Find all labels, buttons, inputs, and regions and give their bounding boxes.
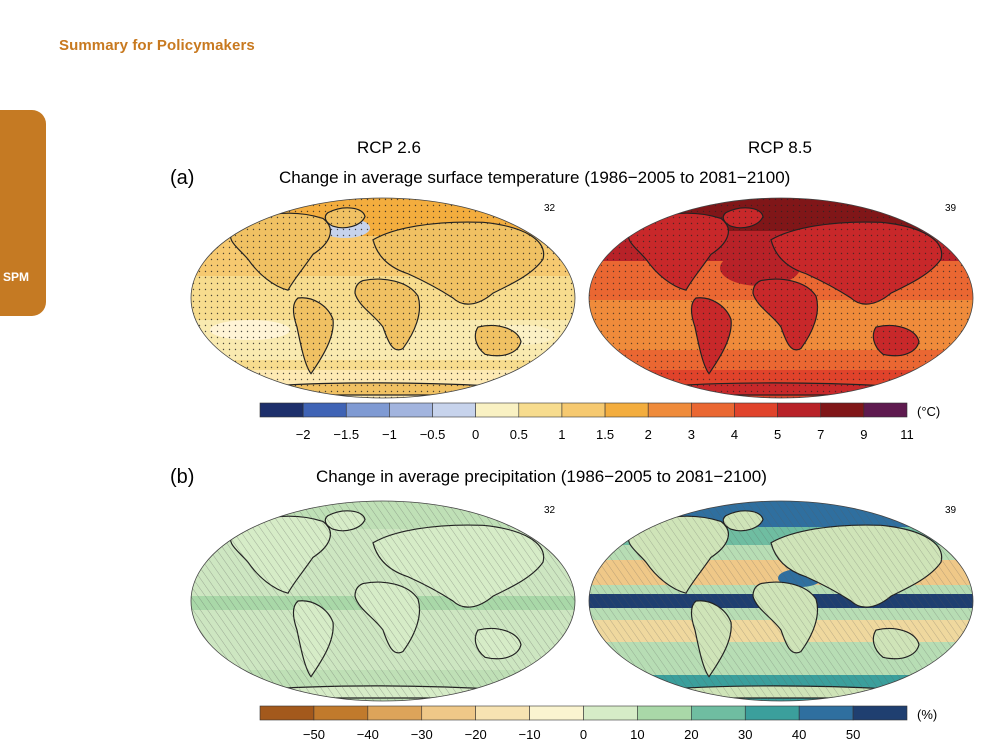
colorbar-temperature — [259, 402, 908, 418]
colorbar-swatch — [863, 402, 908, 418]
colorbar-swatch — [518, 402, 563, 418]
panel-a-rcp85-model-count: 39 — [945, 203, 957, 214]
colorbar-swatch — [744, 705, 800, 721]
colorbar-tick-label: 2 — [644, 427, 652, 442]
colorbar-tick-label: 11 — [900, 427, 914, 442]
colorbar-tick-label: −50 — [302, 727, 325, 742]
colorbar-tick-label: 7 — [817, 427, 825, 442]
colorbar-swatch — [561, 402, 606, 418]
colorbar-tick-label: −10 — [518, 727, 541, 742]
colorbar-tick-label: 0.5 — [509, 427, 528, 442]
colorbar-tick-label: 10 — [630, 727, 645, 742]
colorbar-a-unit: (°C) — [917, 404, 941, 419]
colorbar-swatch — [367, 705, 423, 721]
colorbar-swatch — [852, 705, 908, 721]
colorbar-tick-label: 5 — [773, 427, 782, 442]
colorbar-tick-label: −1.5 — [333, 427, 360, 442]
colorbar-swatch — [777, 402, 822, 418]
panel-a-letter: (a) — [170, 167, 195, 189]
colorbar-swatch — [475, 705, 530, 721]
colorbar-swatch — [302, 402, 347, 418]
column-header-rcp85: RCP 8.5 — [748, 138, 812, 157]
colorbar-tick-label: 1.5 — [596, 427, 615, 442]
colorbar-tick-label: 30 — [738, 727, 753, 742]
colorbar-swatch — [432, 402, 476, 418]
spm-tab-label: SPM — [3, 270, 30, 284]
colorbar-swatch — [820, 402, 865, 418]
colorbar-b-unit: (%) — [917, 707, 938, 722]
colorbar-swatch — [259, 402, 304, 418]
column-header-rcp26: RCP 2.6 — [357, 138, 421, 157]
colorbar-swatch — [259, 705, 315, 721]
colorbar-tick-label: 40 — [791, 727, 807, 742]
panel-a-rcp26-model-count: 32 — [544, 203, 556, 214]
colorbar-swatch — [798, 705, 854, 721]
colorbar-swatch — [604, 402, 649, 418]
colorbar-swatch — [313, 705, 369, 721]
colorbar-tick-label: −0.5 — [419, 427, 446, 442]
colorbar-tick-label: −1 — [381, 427, 397, 442]
colorbar-tick-label: −20 — [464, 727, 487, 742]
colorbar-tick-label: 0 — [472, 427, 480, 442]
panel-b-letter: (b) — [170, 466, 195, 488]
colorbar-swatch — [389, 402, 433, 418]
map-a-rcp85-temperature — [589, 198, 973, 398]
colorbar-tick-label: 50 — [845, 727, 861, 742]
colorbar-tick-label: 0 — [579, 727, 588, 742]
colorbar-tick-label: 1 — [558, 427, 566, 442]
colorbar-tick-label: 9 — [860, 427, 868, 442]
colorbar-tick-label: −2 — [295, 427, 311, 442]
colorbar-swatch — [691, 402, 735, 418]
panel-b-title: Change in average precipitation (1986−20… — [316, 467, 767, 486]
panel-a-title: Change in average surface temperature (1… — [279, 168, 791, 187]
colorbar-tick-label: −30 — [410, 727, 433, 742]
panel-b-rcp26-model-count: 32 — [544, 505, 556, 516]
colorbar-swatch — [734, 402, 778, 418]
colorbar-tick-label: −40 — [356, 727, 379, 742]
panel-b-rcp85-model-count: 39 — [945, 505, 957, 516]
colorbar-swatch — [583, 705, 638, 721]
colorbar-swatch — [475, 402, 520, 418]
colorbar-tick-label: 4 — [730, 427, 739, 442]
page-header-title: Summary for Policymakers — [59, 37, 255, 54]
colorbar-swatch — [637, 705, 692, 721]
spm-side-tab[interactable] — [0, 110, 46, 316]
colorbar-swatch — [691, 705, 746, 721]
colorbar-swatch — [421, 705, 476, 721]
colorbar-precipitation — [259, 705, 908, 721]
colorbar-swatch — [647, 402, 692, 418]
colorbar-tick-label: 20 — [684, 727, 699, 742]
colorbar-swatch — [529, 705, 584, 721]
colorbar-tick-label: 3 — [687, 427, 695, 442]
colorbar-swatch — [345, 402, 390, 418]
